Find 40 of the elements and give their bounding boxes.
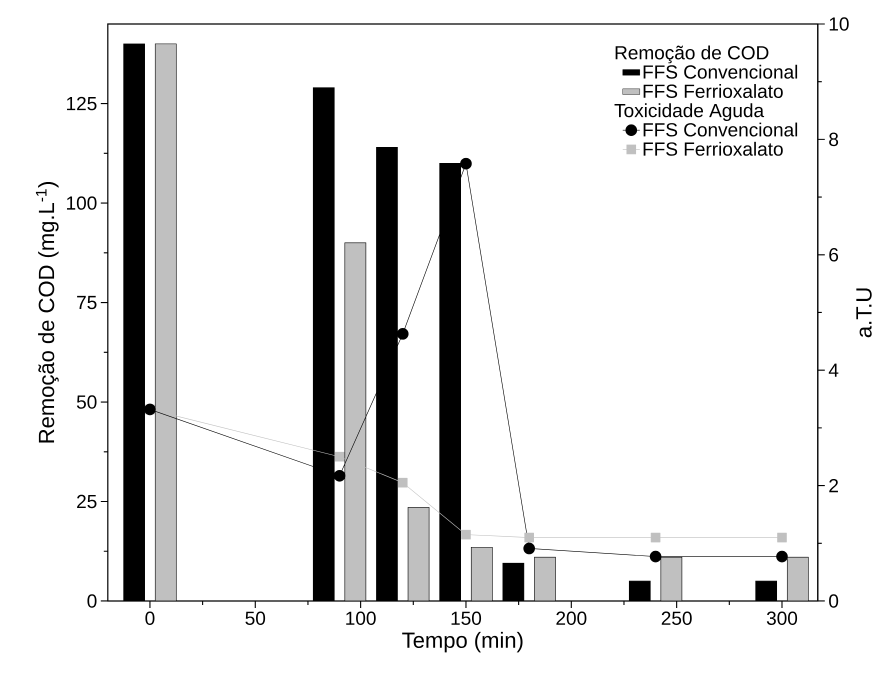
point [650, 532, 660, 542]
point [460, 158, 472, 170]
point [650, 550, 662, 562]
point [776, 550, 788, 562]
y2-tick-label: 0 [829, 594, 838, 608]
y-tick-label: 125 [67, 96, 96, 110]
x-tick-label: 300 [766, 612, 798, 625]
point [524, 532, 534, 542]
y-tick-label: 100 [67, 196, 97, 210]
x-tick-label: 150 [452, 612, 482, 625]
point [461, 530, 471, 540]
legend-label: FFS Ferrioxalato [644, 142, 783, 156]
legend-label: FFS Convencional [644, 64, 798, 79]
legend-label: FFS Ferrioxalato [644, 84, 783, 98]
y-tick-label: 0 [87, 594, 97, 608]
y-axis-title: Remoção de COD (mg.L$^{-1}$) [36, 182, 59, 442]
y2-axis-title: a.T.U [856, 288, 872, 338]
point [523, 542, 535, 554]
point [396, 328, 409, 340]
y-tick-label: 75 [77, 296, 96, 310]
y-tick-label: 25 [77, 494, 96, 508]
y-tick-label: 50 [76, 395, 97, 409]
x-tick-label: 200 [556, 612, 586, 625]
y2-tick-label: 8 [829, 132, 838, 146]
x-tick-label: 250 [662, 612, 692, 625]
annotation: Toxicidade Aguda [614, 103, 764, 122]
x-axis-title: Tempo (min) [402, 632, 523, 652]
y2-tick-label: 10 [830, 17, 849, 31]
y2-tick-label: 2 [829, 478, 838, 492]
y2-tick-label: 6 [829, 248, 838, 262]
y2-tick-label: 4 [828, 364, 838, 377]
point [777, 532, 787, 542]
legend-label: FFS Convencional [644, 122, 798, 137]
point [334, 470, 346, 482]
point [398, 478, 408, 488]
x-tick-label: 50 [245, 612, 266, 625]
x-tick-label: 100 [346, 612, 376, 625]
x-tick-label: 0 [145, 612, 154, 625]
legend-title: Remoção de COD [616, 45, 768, 64]
point [334, 452, 344, 462]
